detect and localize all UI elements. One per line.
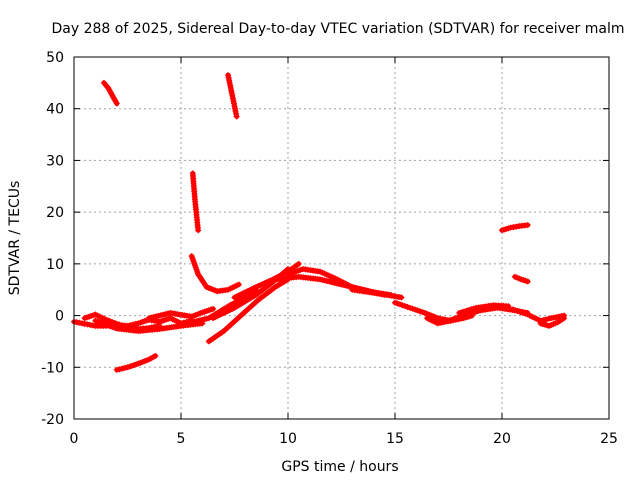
data-point bbox=[437, 319, 444, 326]
data-series-arc-1 bbox=[100, 79, 120, 107]
data-series-arc-7 bbox=[188, 253, 242, 295]
data-point bbox=[550, 314, 557, 321]
data-point bbox=[233, 110, 240, 117]
y-tick-label: 0 bbox=[55, 309, 64, 325]
data-point bbox=[225, 74, 232, 81]
data-series-arc-2 bbox=[225, 72, 240, 120]
y-tick-label: 50 bbox=[46, 50, 64, 66]
data-series-arc-15 bbox=[145, 305, 217, 322]
data-point bbox=[228, 87, 235, 94]
data-point bbox=[119, 365, 126, 372]
axis-layer: 0 5 10 15 20 25 -20 -10 0 10 20 30 40 50 bbox=[41, 50, 618, 447]
data-point bbox=[113, 366, 120, 373]
y-tick-label: 30 bbox=[46, 153, 64, 169]
data-point bbox=[434, 320, 441, 327]
data-point bbox=[295, 260, 302, 267]
x-tick-label: 20 bbox=[493, 431, 511, 447]
data-point bbox=[398, 294, 405, 301]
data-series-arc-8 bbox=[205, 276, 291, 345]
data-point bbox=[76, 319, 83, 326]
x-tick-label: 10 bbox=[279, 431, 297, 447]
data-point bbox=[553, 314, 560, 321]
data-point bbox=[524, 278, 531, 285]
x-tick-label: 25 bbox=[600, 431, 618, 447]
y-tick-label: 40 bbox=[46, 102, 64, 118]
data-series-arc-18 bbox=[349, 286, 405, 301]
data-point bbox=[195, 227, 202, 234]
data-point bbox=[542, 316, 549, 323]
data-point bbox=[73, 319, 80, 326]
data-point bbox=[232, 105, 239, 112]
data-point bbox=[199, 320, 206, 327]
data-point bbox=[439, 319, 446, 326]
data-point bbox=[510, 224, 517, 231]
data-point bbox=[121, 364, 128, 371]
data-point bbox=[545, 315, 552, 322]
data-point bbox=[226, 79, 233, 86]
data-point bbox=[152, 352, 159, 359]
y-tick-label: 20 bbox=[46, 205, 64, 221]
data-point bbox=[513, 223, 520, 230]
y-axis-label: SDTVAR / TECUs bbox=[7, 181, 23, 296]
data-point bbox=[116, 366, 123, 373]
data-point bbox=[231, 103, 238, 110]
data-point bbox=[228, 90, 235, 97]
x-tick-label: 0 bbox=[70, 431, 79, 447]
y-tick-label: -20 bbox=[41, 412, 64, 428]
data-point bbox=[561, 315, 568, 322]
data-point bbox=[225, 72, 232, 79]
x-tick-label: 5 bbox=[177, 431, 186, 447]
data-point bbox=[232, 108, 239, 115]
data-point bbox=[227, 85, 234, 92]
data-series-arc-22 bbox=[456, 302, 512, 316]
x-tick-label: 15 bbox=[386, 431, 404, 447]
data-point bbox=[81, 320, 88, 327]
chart-title: Day 288 of 2025, Sidereal Day-to-day VTE… bbox=[52, 21, 625, 37]
data-point bbox=[233, 113, 240, 120]
data-series-arc-3 bbox=[189, 170, 202, 234]
data-point bbox=[79, 320, 86, 327]
data-point bbox=[230, 100, 237, 107]
data-point bbox=[229, 95, 236, 102]
data-point bbox=[507, 224, 514, 231]
data-point bbox=[84, 321, 91, 328]
data-point bbox=[210, 305, 217, 312]
data-series-arc-5 bbox=[511, 273, 531, 285]
data-series-arc-24 bbox=[537, 315, 568, 329]
data-series-arc-6 bbox=[113, 352, 159, 373]
data-point bbox=[89, 322, 96, 329]
data-point bbox=[229, 92, 236, 99]
data-point bbox=[505, 303, 512, 310]
data-point bbox=[548, 315, 555, 322]
plot-frame bbox=[73, 56, 610, 420]
data-point bbox=[227, 82, 234, 89]
y-tick-label: 10 bbox=[46, 257, 64, 273]
data-point bbox=[226, 77, 233, 84]
data-point bbox=[235, 281, 242, 288]
data-point bbox=[87, 321, 94, 328]
data-point bbox=[434, 315, 441, 322]
grid-layer bbox=[74, 57, 609, 419]
y-tick-label: -10 bbox=[41, 360, 64, 376]
data-arc bbox=[189, 253, 242, 294]
data-point bbox=[113, 100, 120, 107]
data-series-arc-4 bbox=[499, 222, 531, 234]
data-point bbox=[230, 97, 237, 104]
data-series-arc-14 bbox=[92, 317, 206, 335]
data-point bbox=[524, 222, 531, 229]
x-axis-label: GPS time / hours bbox=[281, 459, 398, 475]
data-layer bbox=[71, 72, 568, 373]
